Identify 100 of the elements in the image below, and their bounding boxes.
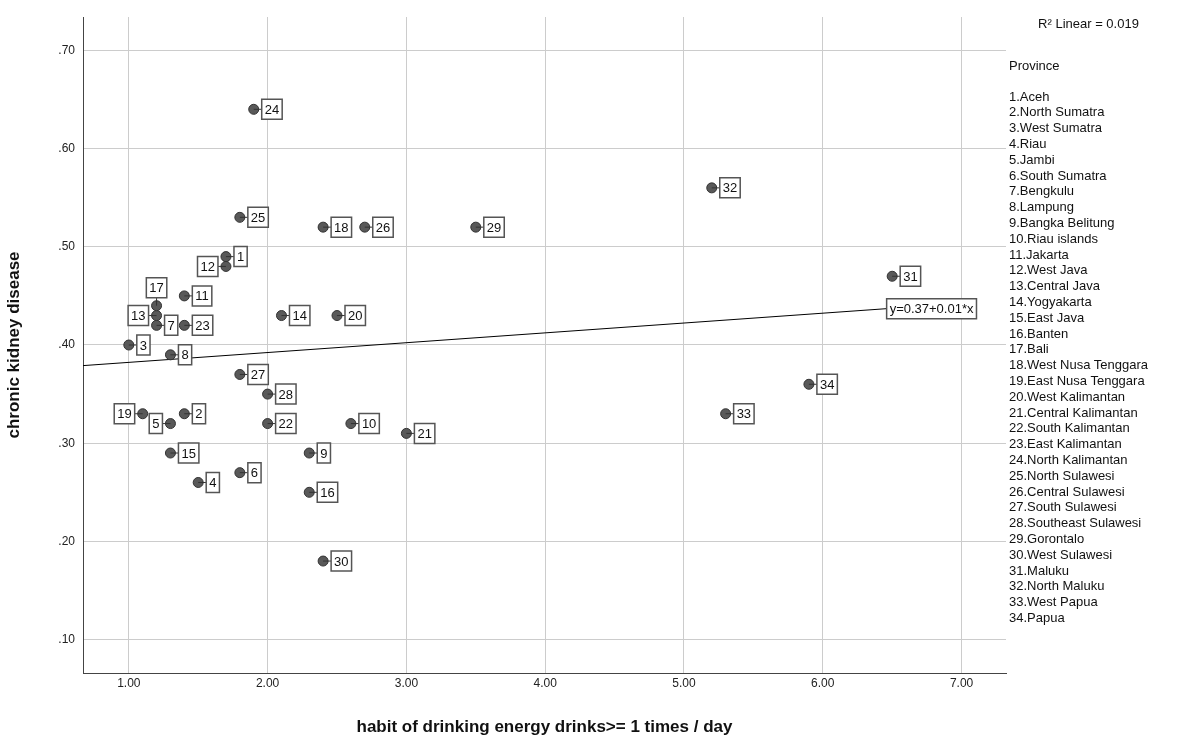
annotation: 26 bbox=[375, 219, 391, 235]
annotation: 10 bbox=[361, 416, 377, 432]
text: 20.West Kalimantan bbox=[1009, 388, 1127, 405]
point bbox=[345, 418, 357, 430]
y-tick-label: .40 bbox=[58, 337, 76, 352]
point bbox=[234, 467, 246, 479]
annotation: 2 bbox=[195, 406, 203, 422]
x-tick-label: 5.00 bbox=[672, 675, 696, 690]
point bbox=[192, 476, 204, 488]
annotation: 14 bbox=[292, 308, 307, 324]
annotation: 28 bbox=[278, 386, 294, 402]
x-axis-title: habit of drinking energy drinks>= 1 times / day bbox=[356, 717, 734, 737]
text: 18.West Nusa Tenggara bbox=[1009, 357, 1149, 373]
annotation: 22 bbox=[278, 416, 294, 432]
y-tick-label: .20 bbox=[58, 533, 76, 548]
text: R² Linear = 0.019 bbox=[1037, 16, 1140, 32]
annotation: 4 bbox=[209, 475, 217, 491]
point bbox=[151, 300, 163, 312]
text: 26.Central Sulawesi bbox=[1009, 483, 1126, 500]
text: 12.West Java bbox=[1009, 262, 1089, 279]
point bbox=[303, 447, 315, 459]
text: 29.Gorontalo bbox=[1009, 530, 1086, 547]
annotation: 29 bbox=[486, 219, 502, 235]
text: 2.North Sumatra bbox=[1009, 104, 1106, 121]
text: 31.Maluku bbox=[1009, 562, 1070, 579]
text: 22.South Kalimantan bbox=[1009, 420, 1131, 437]
annotation: 11 bbox=[195, 288, 209, 304]
annotation: 16 bbox=[320, 484, 335, 500]
annotation: 9 bbox=[320, 445, 328, 461]
annotation: 5 bbox=[152, 416, 160, 432]
point bbox=[262, 418, 274, 430]
point bbox=[164, 349, 176, 361]
x-tick-label: 4.00 bbox=[533, 675, 558, 690]
text: 6.South Sumatra bbox=[1009, 167, 1108, 184]
text: 19.East Nusa Tenggara bbox=[1009, 372, 1146, 389]
text: 11.Jakarta bbox=[1009, 246, 1070, 263]
annotation: 25 bbox=[250, 209, 266, 225]
text: 4.Riau bbox=[1009, 135, 1048, 152]
x-tick-label: 7.00 bbox=[949, 675, 974, 690]
annotation: y=0.37+0.01*x bbox=[889, 301, 974, 317]
text: 9.Bangka Belitung bbox=[1009, 214, 1116, 231]
point bbox=[262, 388, 274, 400]
annotation: 34 bbox=[819, 376, 835, 392]
annotation: 24 bbox=[264, 101, 280, 117]
y-tick-label: .70 bbox=[58, 42, 76, 57]
annotation: 30 bbox=[334, 553, 349, 569]
point bbox=[886, 270, 898, 282]
point bbox=[234, 368, 246, 380]
annotation: 3 bbox=[139, 337, 148, 353]
annotation: 13 bbox=[131, 308, 146, 324]
point bbox=[151, 319, 163, 331]
text: 24.North Kalimantan bbox=[1009, 451, 1129, 468]
text: 15.East Java bbox=[1009, 309, 1086, 326]
point bbox=[164, 447, 176, 459]
text: 34.Papua bbox=[1009, 609, 1066, 626]
text: 21.Central Kalimantan bbox=[1009, 404, 1139, 421]
y-tick-label: .10 bbox=[58, 631, 76, 646]
annotation: 15 bbox=[181, 445, 196, 461]
y-tick-label: .30 bbox=[58, 435, 76, 450]
text: Province bbox=[1009, 57, 1061, 74]
text: 13.Central Java bbox=[1009, 278, 1102, 294]
annotation: 7 bbox=[167, 317, 175, 333]
text: 1.Aceh bbox=[1009, 88, 1051, 105]
text: 25.North Sulawesi bbox=[1009, 467, 1116, 484]
point bbox=[359, 221, 371, 233]
point bbox=[234, 211, 246, 223]
point bbox=[317, 221, 329, 233]
annotation: 17 bbox=[149, 280, 164, 296]
text: 10.Riau islands bbox=[1009, 230, 1099, 247]
x-tick-label: 2.00 bbox=[255, 675, 280, 690]
point bbox=[220, 251, 232, 263]
annotation: 21 bbox=[417, 425, 432, 441]
text: 28.Southeast Sulawesi bbox=[1009, 515, 1143, 531]
annotation: 23 bbox=[195, 317, 210, 333]
point bbox=[470, 221, 482, 233]
text: 27.South Sulawesi bbox=[1009, 499, 1118, 516]
text: 30.West Sulawesi bbox=[1009, 546, 1114, 563]
text: 5.Jambi bbox=[1009, 151, 1056, 168]
text: 17.Bali bbox=[1009, 341, 1050, 358]
point bbox=[178, 319, 190, 331]
annotation: 1 bbox=[236, 249, 245, 265]
point bbox=[331, 310, 343, 322]
annotation: 31 bbox=[903, 268, 918, 284]
text: 14.Yogyakarta bbox=[1009, 293, 1093, 310]
point bbox=[303, 486, 315, 498]
point bbox=[137, 408, 149, 420]
annotation: 19 bbox=[117, 406, 132, 422]
annotation: 8 bbox=[181, 347, 189, 363]
text: 8.Lampung bbox=[1009, 199, 1076, 215]
text: 7.Bengkulu bbox=[1009, 183, 1076, 200]
text: 16.Banten bbox=[1009, 325, 1070, 342]
text: 23.East Kalimantan bbox=[1009, 436, 1123, 452]
text: 3.West Sumatra bbox=[1009, 120, 1103, 136]
annotation: 6 bbox=[250, 465, 259, 481]
point bbox=[275, 310, 287, 322]
annotation: 18 bbox=[334, 219, 349, 235]
text: 32.North Maluku bbox=[1009, 578, 1106, 595]
point bbox=[400, 427, 412, 439]
annotation: 27 bbox=[250, 367, 266, 383]
x-tick-label: 1.00 bbox=[117, 675, 141, 690]
